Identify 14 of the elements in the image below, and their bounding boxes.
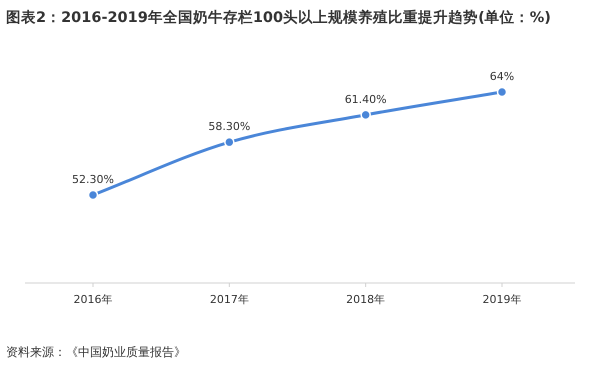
point bbox=[224, 136, 235, 148]
x-tick-label: 2016年 bbox=[74, 293, 112, 306]
text: 资料来源：《中国奶业质量报告》 bbox=[6, 345, 186, 359]
x-tick-label: 2018年 bbox=[346, 293, 386, 306]
data-label: 61.40% bbox=[344, 92, 387, 106]
point bbox=[88, 190, 98, 200]
x-tick-label: 2019年 bbox=[482, 293, 522, 306]
title: 图表2：2016-2019年全国奶牛存栏100头以上规模养殖比重提升趋势(单位：%) bbox=[6, 10, 551, 26]
point bbox=[360, 110, 371, 120]
data-label: 64% bbox=[490, 70, 514, 83]
x-tick-label: 2017年 bbox=[210, 293, 249, 306]
data-label: 58.30% bbox=[208, 120, 250, 134]
data-label: 52.30% bbox=[72, 173, 114, 186]
point bbox=[496, 86, 508, 98]
